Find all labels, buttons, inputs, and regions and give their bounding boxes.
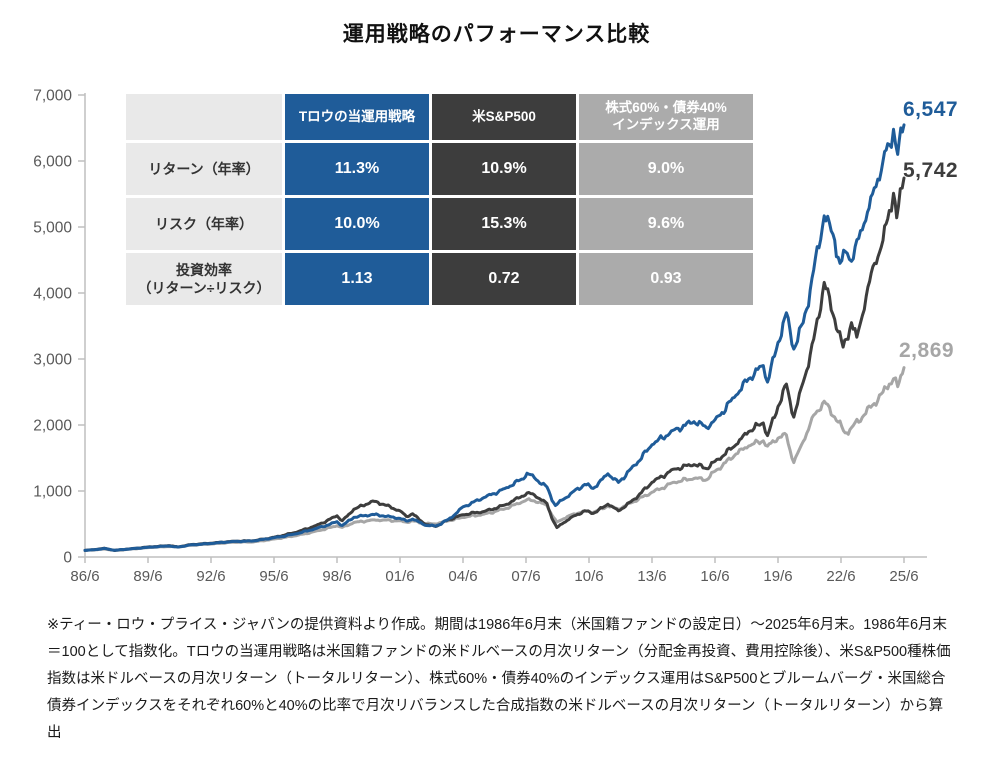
table-row-label: リターン（年率） xyxy=(126,143,282,195)
x-axis-tick-label: 13/6 xyxy=(637,568,666,585)
x-axis-tick-label: 01/6 xyxy=(385,568,414,585)
table-value-cell: 9.0% xyxy=(579,143,753,195)
table-value-cell: 0.93 xyxy=(579,253,753,305)
performance-line-chart: 0 1,000 2,000 3,000 4,000 5,000 6,000 7,000 86/6… xyxy=(33,88,927,585)
y-axis-tick-label: 5,000 xyxy=(33,220,72,237)
table-row-label: リスク（年率） xyxy=(126,198,282,250)
y-axis-tick-label: 3,000 xyxy=(33,352,72,369)
y-axis-tick-label: 2,000 xyxy=(33,418,72,435)
end-value-label-sp500: 5,742 xyxy=(903,159,959,182)
end-value-label-strategy: 6,547 xyxy=(903,98,959,121)
table-value-cell: 10.0% xyxy=(285,198,429,250)
x-axis-tick-label: 04/6 xyxy=(448,568,477,585)
x-axis-tick-label: 95/6 xyxy=(259,568,288,585)
table-value-cell: 1.13 xyxy=(285,253,429,305)
x-axis-tick-label: 16/6 xyxy=(700,568,729,585)
x-axis-tick-label: 98/6 xyxy=(322,568,351,585)
y-axis-tick-label: 0 xyxy=(63,550,72,567)
x-axis-tick-label: 07/6 xyxy=(511,568,540,585)
table-value-cell: 15.3% xyxy=(432,198,576,250)
table-value-cell: 0.72 xyxy=(432,253,576,305)
table-value-cell: 11.3% xyxy=(285,143,429,195)
y-axis-tick-label: 4,000 xyxy=(33,286,72,303)
table-header-strategy: Tロウの当運用戦略 xyxy=(285,94,429,140)
x-axis-tick-label: 92/6 xyxy=(196,568,225,585)
x-axis-tick-label: 19/6 xyxy=(763,568,792,585)
table-value-cell: 10.9% xyxy=(432,143,576,195)
page-title: 運用戦略のパフォーマンス比較 xyxy=(342,23,651,46)
x-axis-tick-label: 89/6 xyxy=(133,568,162,585)
x-axis-tick-label: 22/6 xyxy=(826,568,855,585)
x-axis-tick-label: 10/6 xyxy=(574,568,603,585)
table-value-cell: 9.6% xyxy=(579,198,753,250)
table-header-blend: 株式60%・債券40% インデックス運用 xyxy=(579,94,753,140)
x-axis-tick-label: 25/6 xyxy=(889,568,918,585)
y-axis-tick-label: 1,000 xyxy=(33,484,72,501)
series-line-strategy xyxy=(83,123,906,552)
end-value-label-blend: 2,869 xyxy=(899,339,955,362)
stats-table: Tロウの当運用戦略 米S&P500 株式60%・債券40% インデックス運用リターン… xyxy=(123,91,756,308)
y-axis-tick-label: 7,000 xyxy=(33,88,72,105)
x-axis-tick-label: 86/6 xyxy=(70,568,99,585)
y-axis-tick-label: 6,000 xyxy=(33,154,72,171)
table-row-label: 投資効率 （リターン÷リスク） xyxy=(126,253,282,305)
table-corner-cell xyxy=(126,94,282,140)
footnote: ※ティー・ロウ・プライス・ジャパンの提供資料より作成。期間は1986年6月末（米… xyxy=(47,617,951,741)
table-header-sp500: 米S&P500 xyxy=(432,94,576,140)
